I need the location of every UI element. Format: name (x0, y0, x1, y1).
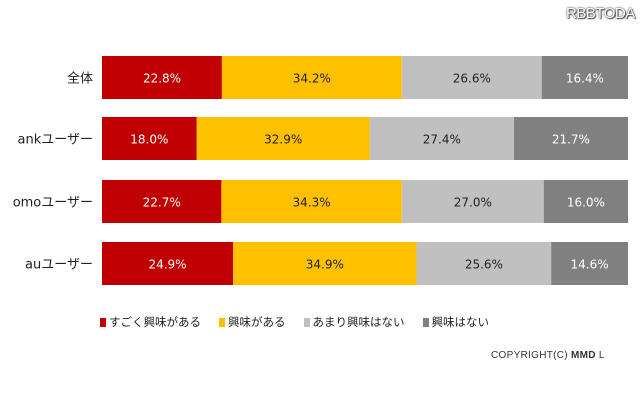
bar-segment (369, 117, 514, 160)
legend-swatch (422, 317, 429, 327)
legend-label: 興味がある (228, 315, 286, 329)
data-label: 18.0% (130, 133, 168, 147)
bar-segment (221, 56, 402, 99)
category-label: ankユーザー (18, 133, 93, 148)
bar-segment (221, 180, 402, 223)
category-label: omoユーザー (13, 196, 93, 211)
legend-label: 興味はない (431, 315, 490, 329)
data-label: 16.4% (566, 72, 604, 86)
copyright-suffix: L (595, 350, 605, 361)
data-label: 22.7% (143, 196, 181, 210)
bar-segment (541, 56, 628, 99)
bar-segment (102, 242, 233, 285)
legend-swatch (100, 317, 106, 327)
data-label: 21.7% (552, 133, 590, 147)
data-label: 14.6% (571, 258, 609, 272)
bar-segment (102, 117, 197, 160)
data-label: 24.9% (148, 258, 186, 272)
legend-swatch (303, 317, 310, 327)
bar-segment (543, 180, 628, 223)
copyright-brand: MMD (571, 350, 596, 361)
category-label: 全体 (67, 71, 93, 87)
data-label: 26.6% (453, 72, 491, 86)
copyright-notice: COPYRIGHT(C) MMD L (491, 350, 605, 361)
bar-segment (551, 242, 628, 285)
data-label: 27.0% (454, 196, 492, 210)
legend-item: すごく興味がある (100, 314, 201, 330)
data-label: 32.9% (264, 133, 302, 147)
legend-item: 興味はない (422, 314, 490, 330)
bar-segment (233, 242, 417, 285)
data-label: 34.2% (293, 72, 331, 86)
bar-segment (102, 56, 222, 99)
bar-segment (401, 56, 542, 99)
copyright-prefix: COPYRIGHT(C) (491, 350, 572, 361)
data-label: 16.0% (567, 196, 605, 210)
data-label: 25.6% (465, 258, 503, 272)
legend-swatch (219, 317, 225, 327)
stacked-bar-chart: 全体 22.8% 34.2% 26.6% 16.4% ankユーザー 18.0% 32.9% 2… (13, 56, 628, 285)
data-label: 34.3% (293, 196, 331, 210)
category-label: auユーザー (25, 258, 93, 273)
data-label: 27.4% (423, 133, 461, 147)
bar-segment (513, 117, 628, 160)
legend-item: あまり興味はない (303, 314, 405, 330)
bar-segment (196, 117, 370, 160)
data-label: 34.9% (306, 258, 344, 272)
legend: すごく興味がある 興味がある あまり興味はない 興味はない (100, 314, 489, 330)
bar-segment (416, 242, 552, 285)
data-label: 22.8% (143, 72, 181, 86)
legend-label: すごく興味がある (109, 315, 201, 329)
legend-label: あまり興味はない (312, 315, 405, 329)
watermark: RBBTODA (566, 5, 635, 22)
bar-segment (102, 180, 222, 223)
legend-item: 興味がある (219, 314, 286, 330)
bar-segment (401, 180, 544, 223)
